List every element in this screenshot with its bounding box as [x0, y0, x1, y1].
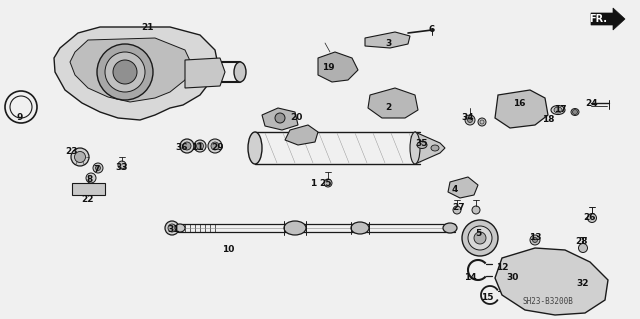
Text: 13: 13 [529, 234, 541, 242]
Text: 1: 1 [310, 179, 316, 188]
Text: 25: 25 [319, 179, 332, 188]
Ellipse shape [431, 145, 439, 151]
Circle shape [71, 148, 89, 166]
Polygon shape [365, 32, 410, 48]
Circle shape [211, 142, 219, 150]
Text: 5: 5 [475, 228, 481, 238]
Circle shape [468, 226, 492, 250]
Circle shape [580, 283, 586, 289]
Text: 28: 28 [576, 238, 588, 247]
Polygon shape [318, 52, 358, 82]
Polygon shape [448, 177, 478, 198]
Text: 11: 11 [191, 144, 204, 152]
Circle shape [86, 173, 96, 183]
Ellipse shape [554, 107, 562, 113]
Circle shape [453, 206, 461, 214]
Circle shape [118, 161, 126, 169]
Text: 14: 14 [464, 273, 476, 283]
Polygon shape [368, 88, 418, 118]
Circle shape [183, 142, 191, 150]
Circle shape [478, 118, 486, 126]
Circle shape [97, 44, 153, 100]
Polygon shape [72, 183, 105, 195]
Text: 6: 6 [429, 26, 435, 34]
Text: 22: 22 [82, 196, 94, 204]
Circle shape [514, 269, 526, 281]
Circle shape [465, 115, 475, 125]
Ellipse shape [234, 62, 246, 82]
Polygon shape [185, 58, 225, 88]
Ellipse shape [284, 221, 306, 235]
Text: 9: 9 [17, 114, 23, 122]
Circle shape [105, 52, 145, 92]
Circle shape [93, 163, 103, 173]
Circle shape [95, 166, 100, 170]
Circle shape [588, 213, 596, 222]
Text: 7: 7 [94, 166, 100, 174]
Ellipse shape [351, 222, 369, 234]
Text: 31: 31 [168, 226, 180, 234]
Circle shape [472, 206, 480, 214]
Circle shape [180, 139, 194, 153]
Ellipse shape [571, 108, 579, 115]
Text: 34: 34 [461, 114, 474, 122]
Text: 18: 18 [541, 115, 554, 124]
Ellipse shape [175, 224, 185, 232]
Text: 35: 35 [416, 138, 428, 147]
Polygon shape [285, 125, 318, 145]
Text: 19: 19 [322, 63, 334, 71]
Text: 24: 24 [586, 99, 598, 108]
Circle shape [532, 238, 538, 242]
Polygon shape [262, 108, 298, 130]
Text: 10: 10 [222, 246, 234, 255]
Circle shape [208, 139, 222, 153]
Text: 15: 15 [481, 293, 493, 301]
Text: 4: 4 [452, 186, 458, 195]
Text: 33: 33 [116, 164, 128, 173]
Circle shape [196, 143, 204, 150]
Ellipse shape [248, 132, 262, 164]
Text: 2: 2 [385, 103, 391, 113]
Circle shape [165, 221, 179, 235]
Text: SH23-B3200B: SH23-B3200B [523, 298, 573, 307]
Text: 27: 27 [452, 204, 465, 212]
Ellipse shape [417, 142, 427, 149]
Circle shape [194, 140, 206, 152]
Text: 16: 16 [513, 99, 525, 108]
Circle shape [462, 220, 498, 256]
Ellipse shape [551, 106, 565, 115]
Text: 3: 3 [385, 39, 391, 48]
Text: 30: 30 [507, 273, 519, 283]
Circle shape [168, 224, 176, 232]
Ellipse shape [443, 223, 457, 233]
Text: 23: 23 [66, 147, 78, 157]
Ellipse shape [410, 132, 420, 164]
Circle shape [530, 235, 540, 245]
Circle shape [74, 152, 86, 162]
Circle shape [577, 280, 589, 292]
Circle shape [275, 113, 285, 123]
Polygon shape [591, 8, 625, 30]
Text: 21: 21 [141, 24, 154, 33]
Circle shape [579, 243, 588, 253]
Polygon shape [495, 248, 608, 315]
Circle shape [467, 117, 472, 122]
Circle shape [324, 179, 332, 187]
Text: 12: 12 [496, 263, 508, 272]
Text: 36: 36 [176, 144, 188, 152]
Polygon shape [495, 90, 548, 128]
Text: FR.: FR. [589, 14, 607, 24]
Circle shape [113, 60, 137, 84]
Text: 26: 26 [584, 213, 596, 222]
Text: 20: 20 [290, 114, 302, 122]
Text: 32: 32 [577, 278, 589, 287]
Polygon shape [415, 132, 445, 164]
Text: 8: 8 [87, 175, 93, 184]
Polygon shape [70, 38, 192, 102]
Text: 29: 29 [212, 144, 224, 152]
Polygon shape [54, 27, 218, 120]
Text: 17: 17 [554, 106, 566, 115]
Circle shape [474, 232, 486, 244]
Circle shape [573, 109, 577, 115]
